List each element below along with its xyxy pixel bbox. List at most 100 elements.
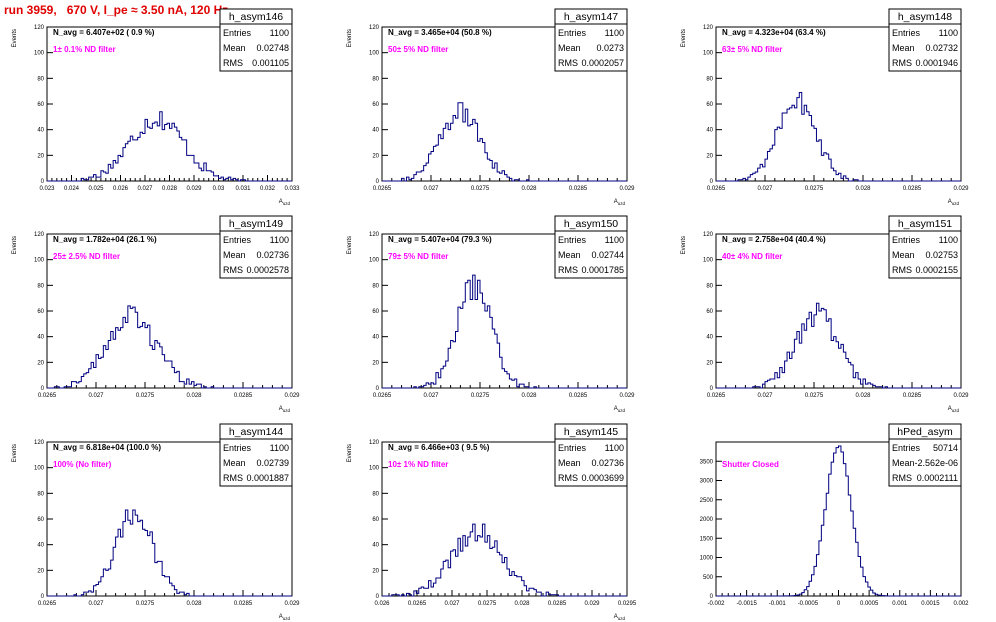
x-tick-label: 0.0295 — [618, 601, 637, 607]
stats-key: Entries — [892, 28, 921, 38]
y-tick-label: 100 — [369, 258, 380, 264]
stats-key: Mean — [892, 43, 915, 53]
y-tick-label: 2000 — [700, 517, 714, 523]
y-tick-label: 40 — [706, 128, 713, 134]
x-tick-label: -0.0005 — [798, 601, 819, 607]
y-tick-label: 60 — [37, 309, 44, 315]
stats-value: 1100 — [605, 443, 624, 453]
x-tick-label: 0.002 — [953, 601, 969, 607]
x-tick-label: 0.0285 — [903, 186, 922, 192]
x-tick-label: 0.027 — [757, 186, 773, 192]
stats-box — [888, 215, 962, 279]
x-tick-label: 0.0275 — [805, 186, 824, 192]
navg-label: N_avg = 6.407e+02 ( 0.9 %) — [53, 28, 155, 37]
y-axis-label: Events — [347, 29, 353, 47]
x-tick-label: -0.002 — [707, 601, 725, 607]
filter-label: 63± 5% ND filter — [722, 45, 782, 54]
filter-label: 1± 0.1% ND filter — [53, 45, 116, 54]
x-tick-label: 0.029 — [953, 393, 969, 399]
y-tick-label: 60 — [37, 102, 44, 108]
y-tick-label: 2500 — [700, 498, 714, 504]
y-tick-label: 120 — [34, 232, 45, 238]
stats-key: Entries — [223, 443, 252, 453]
filter-label: 79± 5% ND filter — [388, 252, 448, 261]
y-tick-label: 40 — [37, 335, 44, 341]
histogram-panel-h_asym147: 0 20 40 60 80 100 120 0.0265 0.027 0.0275 0.028 0.0… — [347, 8, 635, 206]
x-tick-label: 0.03 — [213, 186, 225, 192]
y-tick-label: 100 — [34, 258, 45, 264]
y-tick-label: 20 — [372, 153, 379, 159]
stats-value: 0.02732 — [925, 43, 958, 53]
x-tick-label: 0.027 — [444, 601, 460, 607]
stats-value: 0.02748 — [256, 43, 289, 53]
y-tick-label: 60 — [372, 102, 379, 108]
stats-value: 0.0002155 — [915, 265, 958, 275]
stats-key: Mean — [223, 250, 246, 260]
histogram-panel-h_asym145: 0 20 40 60 80 100 120 0.026 0.0265 0.027 0.0275 0.0… — [347, 423, 637, 621]
x-tick-label: 0.0275 — [136, 601, 155, 607]
histogram-line — [382, 274, 627, 389]
y-tick-label: 0 — [376, 179, 380, 185]
y-tick-label: 40 — [37, 128, 44, 134]
y-axis-label: Events — [681, 236, 687, 254]
y-tick-label: 80 — [37, 76, 44, 82]
stats-value: 0.0002057 — [581, 58, 624, 68]
stats-value: 0.02744 — [591, 250, 624, 260]
y-tick-label: 40 — [372, 335, 379, 341]
x-tick-label: 0.027 — [757, 393, 773, 399]
x-tick-label: 0.025 — [88, 186, 104, 192]
navg-label: N_avg = 4.323e+04 (63.4 %) — [722, 28, 826, 37]
stats-value: 0.001105 — [252, 58, 289, 68]
x-axis-label: Auzd — [614, 614, 626, 621]
y-axis-label: Events — [347, 444, 353, 462]
x-tick-label: 0.027 — [423, 393, 439, 399]
y-tick-label: 3000 — [700, 479, 714, 485]
y-tick-label: 100 — [34, 466, 45, 472]
y-tick-label: 60 — [372, 517, 379, 523]
stats-value: 50714 — [933, 443, 958, 453]
stats-title: h_asym145 — [564, 426, 618, 438]
y-tick-label: 0 — [41, 594, 45, 600]
x-tick-label: 0.027 — [137, 186, 153, 192]
x-tick-label: 0.0015 — [921, 601, 940, 607]
x-tick-label: 0.0285 — [569, 186, 588, 192]
y-tick-label: 20 — [37, 153, 44, 159]
histogram-panel-h_asym144: 0 20 40 60 80 100 120 0.0265 0.027 0.0275 0.028 0.0… — [12, 423, 300, 621]
y-tick-label: 80 — [706, 76, 713, 82]
stats-value: 0.0002578 — [246, 265, 289, 275]
navg-label: N_avg = 3.465e+04 (50.8 %) — [388, 28, 492, 37]
navg-label: N_avg = 1.782e+04 (26.1 %) — [53, 235, 157, 244]
stats-value: 1100 — [270, 235, 289, 245]
stats-key: Entries — [223, 28, 252, 38]
y-tick-label: 60 — [706, 102, 713, 108]
y-tick-label: 40 — [372, 543, 379, 549]
x-tick-label: 0.0285 — [548, 601, 567, 607]
x-tick-label: 0.0265 — [707, 186, 726, 192]
filter-label: 25± 2.5% ND filter — [53, 252, 120, 261]
y-axis-label: Events — [347, 236, 353, 254]
stats-key: Entries — [558, 28, 587, 38]
filter-label: Shutter Closed — [722, 460, 779, 469]
y-tick-label: 0 — [710, 386, 714, 392]
x-axis-label: Auzd — [948, 406, 960, 413]
x-tick-label: 0.0275 — [136, 393, 155, 399]
stats-key: RMS — [892, 265, 912, 275]
x-tick-label: 0.023 — [39, 186, 55, 192]
x-tick-label: 0.028 — [162, 186, 178, 192]
stats-key: RMS — [558, 265, 578, 275]
y-tick-label: 500 — [703, 575, 714, 581]
stats-value: 0.0001887 — [246, 473, 289, 483]
navg-label: N_avg = 6.466e+03 ( 9.5 %) — [388, 443, 490, 452]
stats-key: Mean — [558, 250, 581, 260]
x-tick-label: 0.0265 — [373, 393, 392, 399]
filter-label: 10± 1% ND filter — [388, 460, 448, 469]
y-tick-label: 20 — [372, 568, 379, 574]
x-tick-label: 0.0285 — [234, 601, 253, 607]
x-tick-label: 0.028 — [855, 186, 871, 192]
stats-key: RMS — [892, 58, 912, 68]
x-tick-label: 0.027 — [88, 601, 104, 607]
x-axis-label: Auzd — [614, 199, 626, 206]
y-tick-label: 120 — [34, 25, 45, 31]
stats-key: Entries — [892, 235, 921, 245]
y-tick-label: 120 — [34, 440, 45, 446]
